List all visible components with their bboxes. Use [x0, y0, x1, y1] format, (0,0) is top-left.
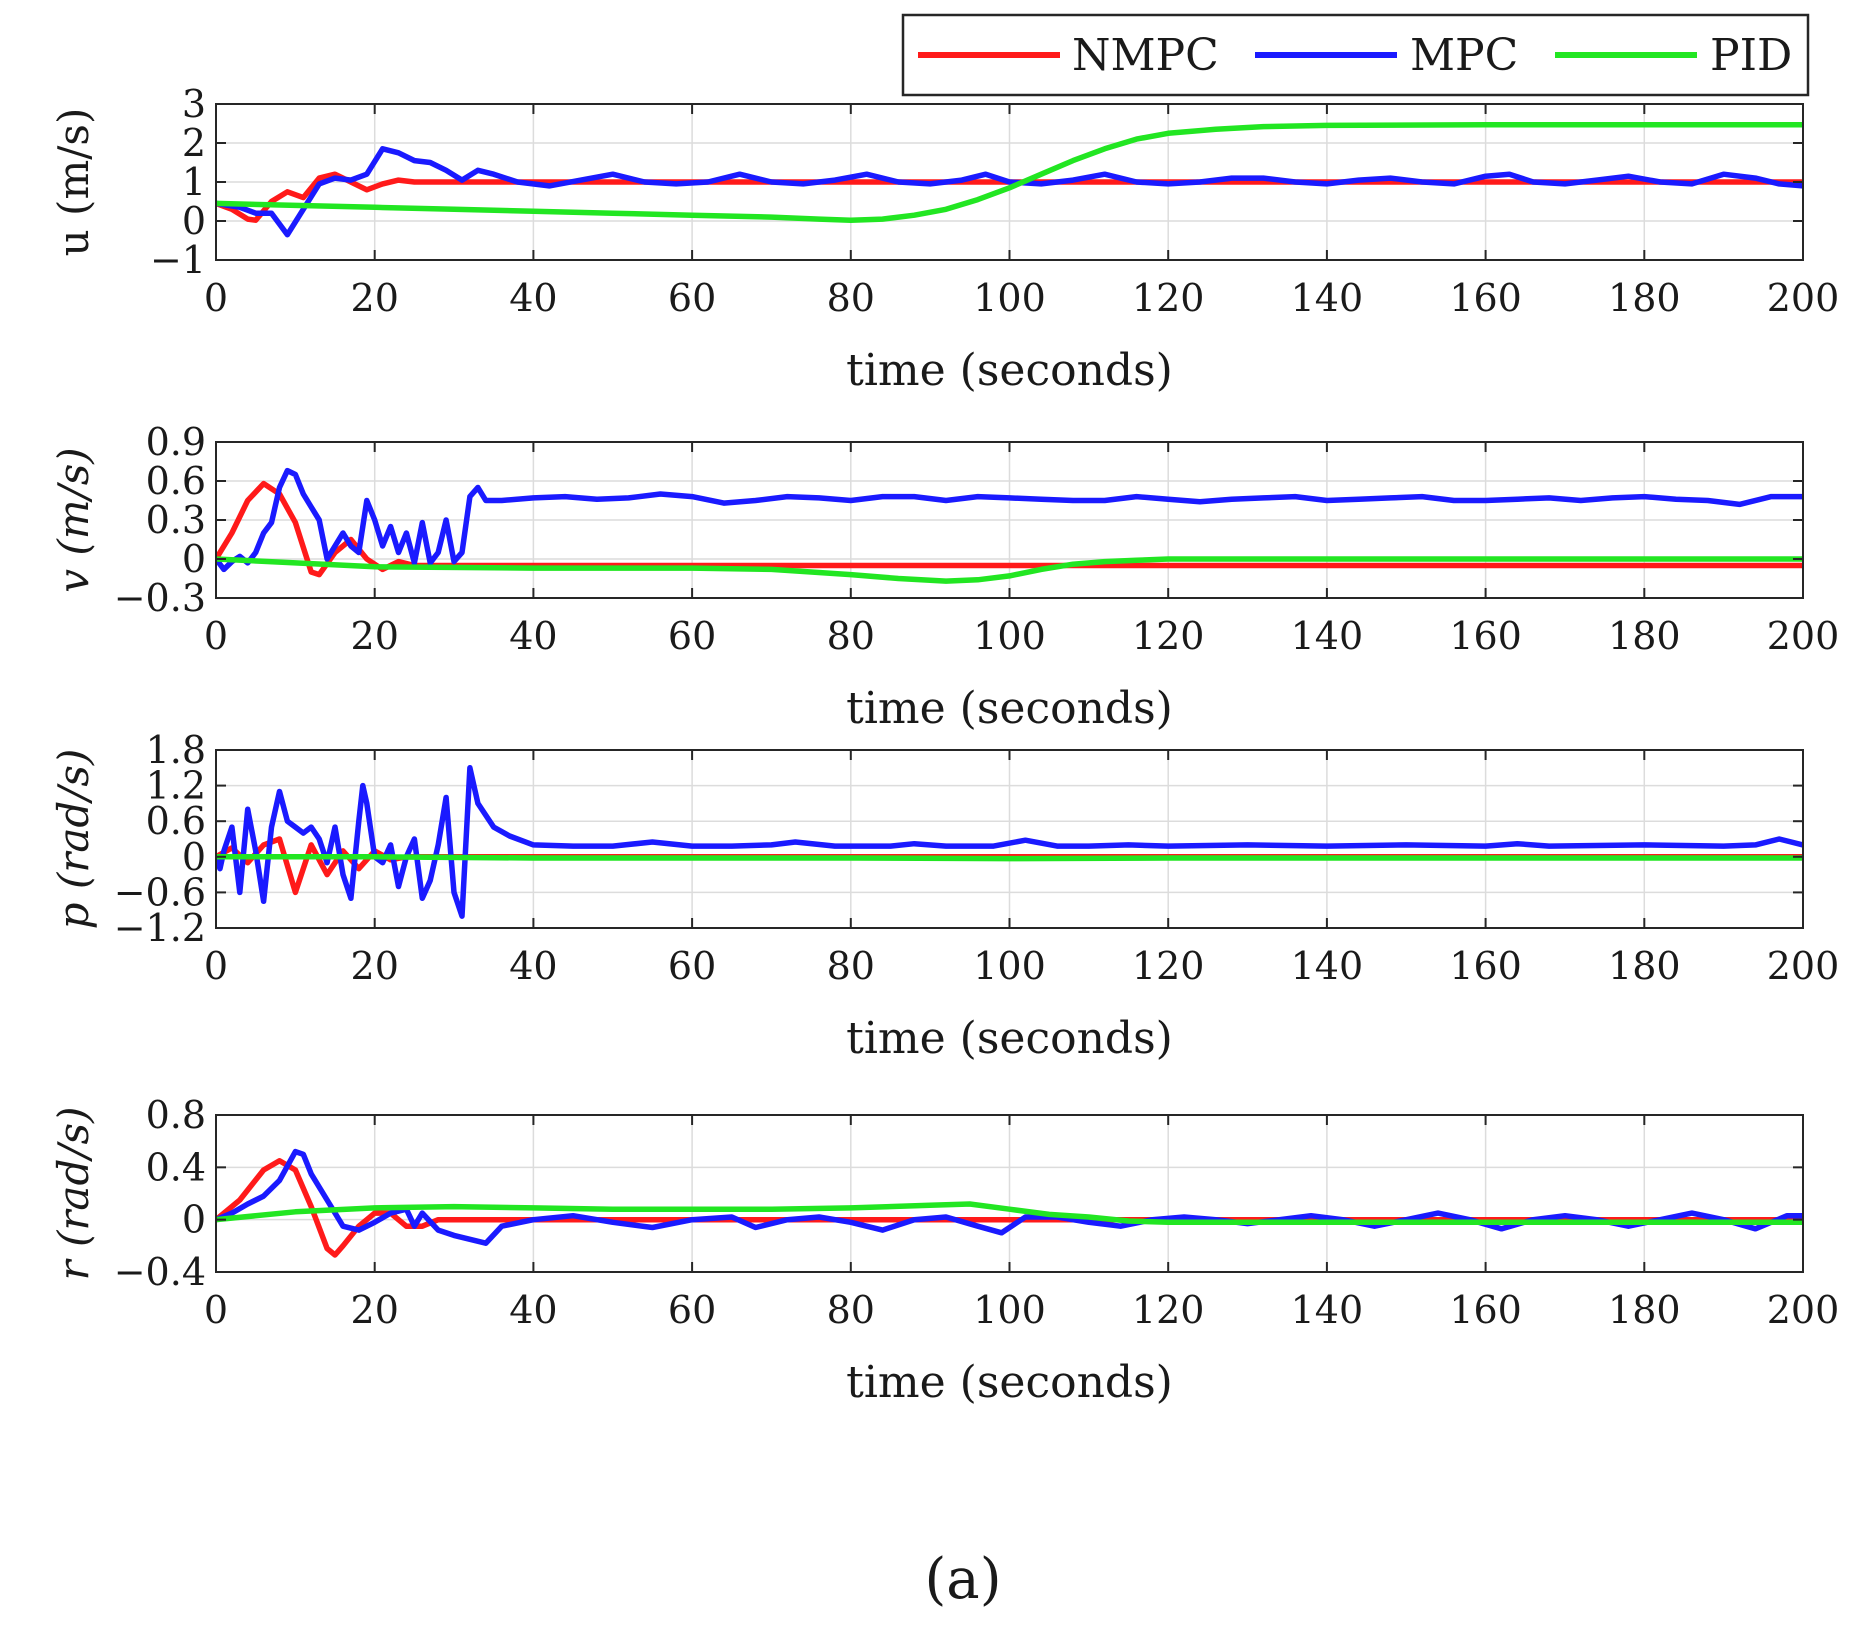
xtick-label-p: 20	[351, 944, 399, 988]
xtick-label-v: 100	[973, 614, 1046, 658]
xtick-label-u: 40	[509, 276, 557, 320]
ylabel-p: p (rad/s)	[49, 749, 98, 930]
subplot-r: 0 20 40 60 80 100 120 140 160 180 200−0.400.40.8ti…	[49, 1093, 1839, 1408]
series-line-pid-u	[216, 121, 1803, 223]
ytick-label-v: 0.6	[146, 459, 206, 503]
series-line-mpc-p	[216, 765, 1803, 919]
ytick-label-v: 0	[182, 537, 206, 581]
xlabel-u: time (seconds)	[846, 345, 1173, 396]
xtick-label-p: 120	[1132, 944, 1205, 988]
ylabel-u: u (m/s)	[49, 108, 98, 257]
ytick-label-p: −1.2	[114, 906, 206, 950]
ytick-label-r: 0	[182, 1198, 206, 1242]
series-line-pid-p	[216, 854, 1803, 862]
xtick-label-u: 20	[351, 276, 399, 320]
ytick-label-u: 2	[182, 121, 206, 165]
xtick-label-p: 140	[1291, 944, 1364, 988]
series-line-mpc-r	[216, 1148, 1803, 1246]
ytick-label-p: 1.2	[146, 764, 206, 808]
xtick-label-r: 60	[668, 1288, 716, 1332]
series-line-mpc-v	[216, 467, 1803, 573]
series-line-nmpc-v	[216, 480, 1803, 578]
xtick-label-p: 40	[509, 944, 557, 988]
ytick-label-p: 0.6	[146, 799, 206, 843]
xtick-label-r: 120	[1132, 1288, 1205, 1332]
figure-caption: (a)	[924, 1547, 1001, 1612]
xtick-label-u: 200	[1767, 276, 1840, 320]
xtick-label-r: 200	[1767, 1288, 1840, 1332]
xtick-label-r: 80	[827, 1288, 875, 1332]
legend-label-pid: PID	[1710, 30, 1792, 81]
series-line-nmpc-u	[216, 171, 1803, 223]
xtick-label-v: 180	[1608, 614, 1681, 658]
series-line-pid-v	[216, 556, 1803, 584]
ytick-label-v: 0.3	[146, 498, 206, 542]
xtick-label-v: 60	[668, 614, 716, 658]
xtick-label-p: 160	[1449, 944, 1522, 988]
xtick-label-r: 140	[1291, 1288, 1364, 1332]
xtick-label-r: 0	[204, 1288, 228, 1332]
xtick-label-u: 100	[973, 276, 1046, 320]
xtick-label-v: 160	[1449, 614, 1522, 658]
xtick-label-p: 80	[827, 944, 875, 988]
xtick-label-r: 100	[973, 1288, 1046, 1332]
xtick-label-u: 160	[1449, 276, 1522, 320]
xlabel-r: time (seconds)	[846, 1357, 1173, 1408]
ytick-label-p: 0	[182, 835, 206, 879]
xtick-label-r: 180	[1608, 1288, 1681, 1332]
xtick-label-v: 140	[1291, 614, 1364, 658]
xtick-label-u: 120	[1132, 276, 1205, 320]
xtick-label-r: 40	[509, 1288, 557, 1332]
xtick-label-v: 120	[1132, 614, 1205, 658]
xtick-label-p: 0	[204, 944, 228, 988]
ytick-label-u: 0	[182, 199, 206, 243]
legend-label-nmpc: NMPC	[1072, 30, 1219, 81]
xtick-label-p: 60	[668, 944, 716, 988]
ytick-label-u: −1	[150, 238, 206, 282]
xtick-label-u: 60	[668, 276, 716, 320]
xtick-label-u: 140	[1291, 276, 1364, 320]
xtick-label-u: 180	[1608, 276, 1681, 320]
legend: NMPC MPC PID	[901, 13, 1810, 97]
xlabel-v: time (seconds)	[846, 683, 1173, 734]
xtick-label-v: 200	[1767, 614, 1840, 658]
ytick-label-v: −0.3	[114, 576, 206, 620]
ytick-label-v: 0.9	[146, 420, 206, 464]
ytick-label-r: 0.8	[146, 1093, 206, 1137]
xtick-label-p: 100	[973, 944, 1046, 988]
xtick-label-p: 200	[1767, 944, 1840, 988]
ylabel-v: v (m/s)	[49, 447, 98, 592]
xtick-label-v: 0	[204, 614, 228, 658]
series-line-mpc-u	[216, 146, 1803, 238]
ytick-label-p: −0.6	[114, 870, 206, 914]
ytick-label-r: −0.4	[114, 1250, 206, 1294]
ytick-label-u: 3	[182, 82, 206, 126]
ytick-label-u: 1	[182, 160, 206, 204]
legend-label-mpc: MPC	[1410, 30, 1518, 81]
xtick-label-v: 20	[351, 614, 399, 658]
ytick-label-p: 1.8	[146, 728, 206, 772]
xlabel-p: time (seconds)	[846, 1013, 1173, 1064]
series-line-pid-r	[216, 1201, 1803, 1226]
xtick-label-v: 40	[509, 614, 557, 658]
subplot-v: 0 20 40 60 80 100 120 140 160 180 200−0.300.30.60.…	[49, 420, 1839, 734]
xtick-label-r: 20	[351, 1288, 399, 1332]
subplot-p: 0 20 40 60 80 100 120 140 160 180 200−1.2−0.600.61…	[49, 728, 1839, 1064]
xtick-label-p: 180	[1608, 944, 1681, 988]
xtick-label-u: 0	[204, 276, 228, 320]
xtick-label-r: 160	[1449, 1288, 1522, 1332]
xtick-label-v: 80	[827, 614, 875, 658]
ylabel-r: r (rad/s)	[49, 1107, 98, 1281]
xtick-label-u: 80	[827, 276, 875, 320]
ytick-label-r: 0.4	[146, 1145, 206, 1189]
